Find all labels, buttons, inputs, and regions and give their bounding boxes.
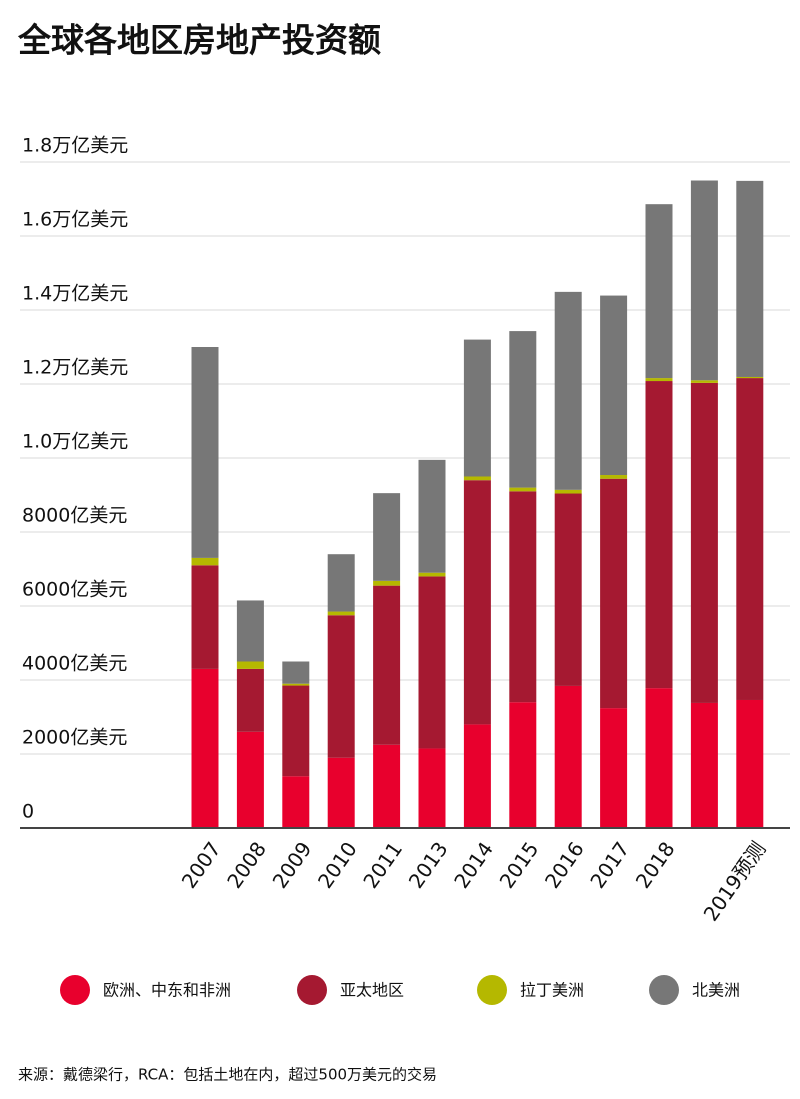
bar-segment — [645, 378, 673, 382]
x-tick-label: 2007 — [177, 837, 226, 892]
bar-segment — [191, 565, 219, 669]
bar-segment — [463, 476, 491, 481]
y-tick-label: 4000亿美元 — [22, 653, 127, 675]
bar-segment — [282, 776, 310, 828]
bar-segment — [645, 381, 673, 689]
legend-label: 亚太地区 — [340, 981, 404, 1000]
x-tick-label: 2017 — [585, 837, 634, 892]
legend-swatch — [477, 975, 507, 1005]
x-tick-label: 2010 — [313, 837, 362, 892]
bar-segment — [736, 376, 764, 379]
bar-segment — [600, 475, 628, 479]
legend-swatch — [649, 975, 679, 1005]
bar-segment — [509, 331, 537, 488]
bar-segment — [690, 382, 718, 703]
bar-segment — [373, 585, 401, 745]
x-tick-label: 2016 — [540, 837, 589, 892]
bar-segment — [327, 757, 355, 828]
bar-segment — [327, 615, 355, 758]
y-tick-label: 6000亿美元 — [22, 579, 127, 601]
bar-segment — [282, 683, 310, 686]
y-tick-label: 1.0万亿美元 — [22, 431, 128, 453]
bar-segment — [282, 685, 310, 777]
bar-segment — [463, 724, 491, 828]
bar-segment — [418, 572, 446, 577]
bar-segment — [191, 668, 219, 828]
legend-swatch — [297, 975, 327, 1005]
x-tick-label: 2013 — [404, 837, 453, 892]
bar-segment — [282, 661, 310, 684]
source-note: 来源：戴德梁行，RCA：包括土地在内，超过500万美元的交易 — [18, 1066, 437, 1084]
bar-segment — [736, 378, 764, 700]
legend-label: 欧洲、中东和非洲 — [103, 981, 231, 1000]
bar-segment — [191, 347, 219, 558]
bar-segment — [736, 699, 764, 828]
y-tick-label: 1.2万亿美元 — [22, 357, 128, 379]
x-tick-label: 2011 — [358, 837, 407, 892]
x-tick-label: 2019预测 — [699, 837, 771, 925]
bar-segment — [373, 493, 401, 581]
bar-segment — [554, 493, 582, 686]
bar-segment — [600, 295, 628, 476]
chart-title: 全球各地区房地产投资额 — [17, 21, 381, 60]
bar-segment — [373, 744, 401, 828]
bar-segment — [373, 580, 401, 586]
y-tick-label: 1.8万亿美元 — [22, 135, 128, 157]
y-tick-label: 0 — [22, 801, 34, 823]
bar-segment — [509, 487, 537, 492]
bar-segment — [418, 459, 446, 573]
x-tick-label: 2009 — [268, 837, 317, 892]
legend-label: 拉丁美洲 — [520, 981, 584, 1000]
bar-segment — [236, 668, 264, 732]
bar-segment — [191, 557, 219, 566]
bar-segment — [463, 339, 491, 477]
bar-segment — [736, 180, 764, 377]
x-tick-label: 2008 — [222, 837, 271, 892]
bar-segment — [327, 554, 355, 612]
x-tick-label: 2018 — [631, 837, 680, 892]
bar-segment — [236, 661, 264, 669]
x-tick-label: 2015 — [495, 837, 544, 892]
bar-segment — [509, 702, 537, 828]
legend-label: 北美洲 — [692, 981, 740, 1000]
bar-segment — [418, 576, 446, 749]
bar-segment — [690, 702, 718, 828]
bar-segment — [554, 489, 582, 494]
bar-segment — [418, 748, 446, 828]
bar-segment — [236, 600, 264, 662]
bar-segment — [600, 708, 628, 828]
bar-segment — [554, 685, 582, 828]
bar-segment — [645, 688, 673, 828]
bar-segment — [600, 478, 628, 709]
legend-swatch — [60, 975, 90, 1005]
bar-segment — [554, 291, 582, 490]
y-tick-label: 1.4万亿美元 — [22, 283, 128, 305]
bar-segment — [509, 491, 537, 703]
x-tick-label: 2014 — [449, 837, 498, 892]
bar-segment — [690, 180, 718, 381]
bar-segment — [463, 480, 491, 725]
y-tick-label: 1.6万亿美元 — [22, 209, 128, 231]
y-tick-label: 2000亿美元 — [22, 727, 127, 749]
bar-segment — [327, 611, 355, 616]
bar-segment — [645, 204, 673, 379]
bar-segment — [690, 380, 718, 383]
y-tick-label: 8000亿美元 — [22, 505, 127, 527]
bar-segment — [236, 731, 264, 828]
